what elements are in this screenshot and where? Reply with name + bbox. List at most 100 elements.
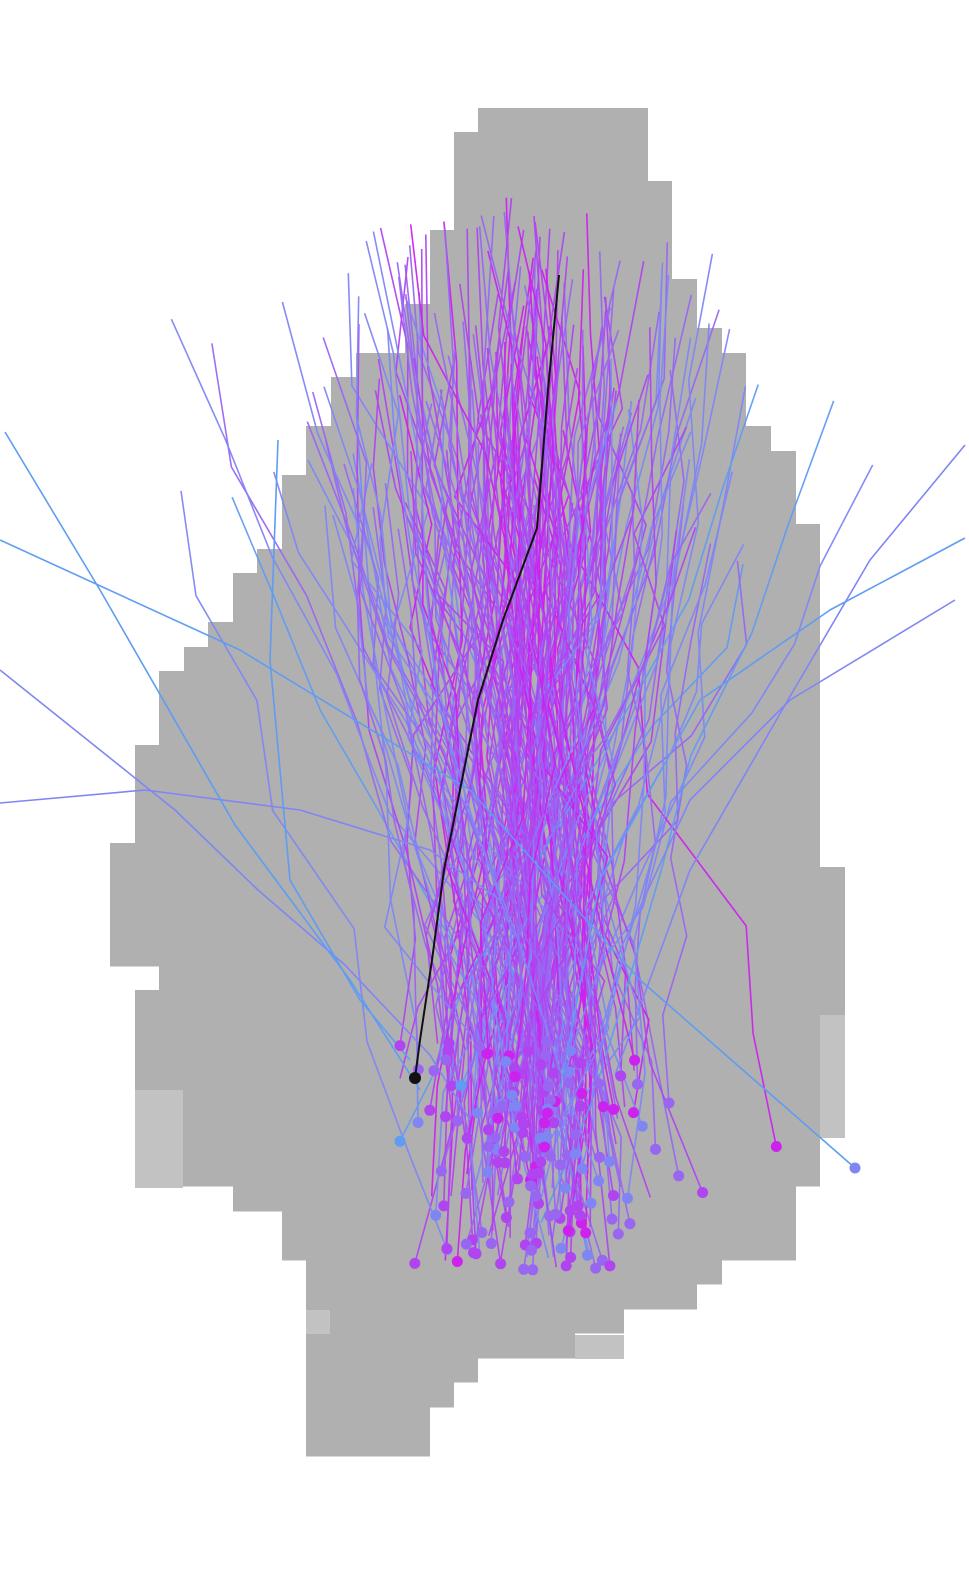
trajectory-endpoint xyxy=(518,1118,529,1130)
trajectory-line-outlier xyxy=(0,789,501,901)
region-cell-row-53 xyxy=(306,1406,430,1432)
trajectory-endpoint xyxy=(697,1187,709,1198)
trajectory-line xyxy=(626,253,714,1199)
trajectory-endpoint xyxy=(576,1163,588,1174)
trajectory-endpoint xyxy=(540,1036,552,1048)
trajectory-line xyxy=(550,387,615,1123)
trajectory-line xyxy=(522,399,640,1125)
trajectory-line-outlier xyxy=(269,439,411,1061)
trajectory-line xyxy=(425,234,466,1196)
region-cell-row-47 xyxy=(306,1259,722,1285)
trajectory-endpoint xyxy=(606,1213,618,1225)
trajectory-endpoint xyxy=(576,1088,588,1099)
trajectory-endpoint xyxy=(500,1212,512,1224)
trajectory-endpoint xyxy=(489,1131,501,1143)
trajectory-endpoint xyxy=(409,1257,421,1269)
trajectory-endpoint xyxy=(597,1101,609,1113)
trajectory-endpoint xyxy=(522,1045,534,1057)
trajectory-endpoint xyxy=(540,1050,551,1062)
trajectory-endpoint xyxy=(472,1107,484,1119)
trajectory-line xyxy=(456,479,541,1262)
region-cell-row-6 xyxy=(430,255,672,281)
trajectory-line xyxy=(476,456,536,1268)
trajectory-endpoint xyxy=(527,1264,539,1276)
trajectory-endpoint xyxy=(443,1037,455,1049)
trajectory-endpoint xyxy=(541,1107,553,1119)
trajectory-endpoint xyxy=(560,1260,572,1272)
trajectory-endpoint xyxy=(593,1175,605,1187)
trajectory-line xyxy=(512,289,565,1080)
trajectory-line xyxy=(533,256,597,1152)
trajectory-endpoint xyxy=(495,1258,507,1270)
trajectory-line xyxy=(414,403,447,1060)
trajectory-endpoint xyxy=(455,1079,467,1091)
region-cell-row-2 xyxy=(454,157,648,183)
trajectory-endpoint xyxy=(440,1054,452,1066)
trajectory-endpoint xyxy=(524,1227,536,1239)
trajectory-line xyxy=(399,563,744,1142)
trajectory-line-outlier xyxy=(0,669,471,1121)
trajectory-endpoint xyxy=(451,1256,463,1267)
trajectory-endpoint xyxy=(564,1205,576,1217)
trajectory-endpoint xyxy=(563,1077,575,1089)
trajectory-endpoint xyxy=(622,1192,633,1204)
trajectory-endpoint xyxy=(473,1040,485,1052)
trajectory-endpoint xyxy=(590,1262,602,1274)
trajectory-line xyxy=(593,327,657,1266)
trajectory-line xyxy=(546,323,710,1110)
trajectory-line xyxy=(532,259,606,1065)
trajectory-endpoint xyxy=(555,1242,567,1254)
trajectory-line xyxy=(324,505,550,1259)
trajectory-endpoint xyxy=(563,1066,575,1078)
trajectory-endpoint xyxy=(430,1209,442,1221)
trajectory-endpoint xyxy=(451,1115,463,1127)
region-cell-row-33 xyxy=(110,916,845,942)
region-cell-row-48 xyxy=(306,1284,697,1310)
region-light-patch-2 xyxy=(820,1015,845,1138)
trajectory-endpoint xyxy=(509,1121,521,1133)
region-cell-row-54 xyxy=(306,1431,430,1457)
trajectory-endpoint xyxy=(517,1127,529,1138)
trajectory-line xyxy=(448,349,525,1061)
trajectory-endpoint xyxy=(615,1070,627,1082)
trajectory-endpoint xyxy=(650,1143,661,1155)
trajectory-endpoint xyxy=(596,1254,608,1266)
trajectory-endpoint xyxy=(580,1227,592,1239)
highlighted-trajectory-line xyxy=(414,274,560,1079)
trajectory-endpoint xyxy=(575,1100,586,1112)
region-cell-row-49 xyxy=(306,1308,624,1334)
region-light-patch-0 xyxy=(135,1090,183,1188)
trajectory-line-outlier xyxy=(0,539,856,1169)
trajectory-endpoint xyxy=(468,1247,479,1259)
trajectory-line xyxy=(543,510,586,1099)
trajectory-endpoint xyxy=(424,1104,436,1116)
trajectory-endpoint xyxy=(519,1151,531,1163)
trajectory-endpoint xyxy=(460,1187,472,1199)
trajectory-endpoint xyxy=(608,1103,620,1115)
trajectory-endpoint xyxy=(550,1208,562,1220)
trajectory-endpoint xyxy=(500,1056,512,1068)
trajectory-endpoint xyxy=(559,1182,571,1194)
trajectory-lines xyxy=(0,197,966,1270)
trajectory-endpoint xyxy=(481,1048,493,1060)
trajectory-endpoint xyxy=(554,1159,566,1171)
trajectory-endpoint xyxy=(438,1200,450,1212)
trajectory-line xyxy=(470,491,606,1064)
trajectory-endpoint xyxy=(525,1180,537,1192)
trajectory-endpoint xyxy=(604,1260,616,1272)
trajectory-line xyxy=(562,430,605,1107)
trajectory-endpoint xyxy=(535,1059,547,1071)
trajectory-endpoint xyxy=(441,1243,453,1255)
region-cell-row-42 xyxy=(135,1137,820,1163)
trajectory-line xyxy=(180,490,448,1250)
trajectory-endpoint xyxy=(428,1065,440,1077)
trajectory-endpoint xyxy=(612,1228,624,1240)
region-light-patch-3 xyxy=(575,1335,624,1359)
region-cell-row-5 xyxy=(430,230,672,256)
trajectory-line xyxy=(352,488,481,1255)
trajectory-endpoint xyxy=(582,1249,593,1261)
trajectory-endpoint xyxy=(482,1166,494,1178)
trajectory-line xyxy=(487,285,551,1147)
trajectory-endpoints xyxy=(394,1036,861,1276)
